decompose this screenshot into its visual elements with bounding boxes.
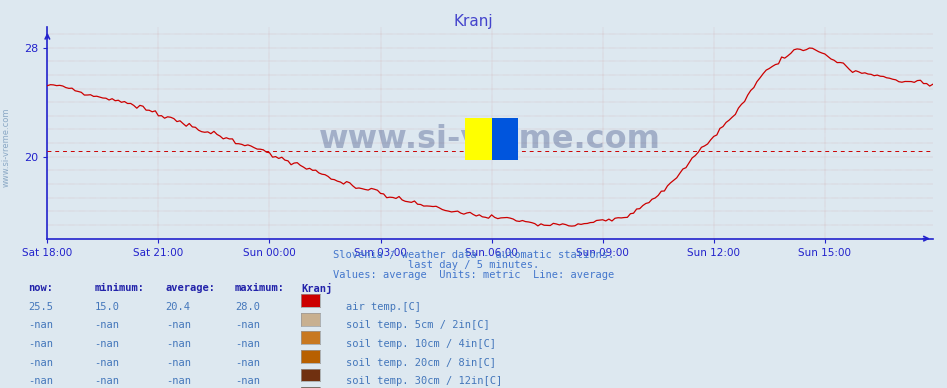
Text: www.si-vreme.com: www.si-vreme.com [319,124,661,155]
Text: soil temp. 5cm / 2in[C]: soil temp. 5cm / 2in[C] [346,320,490,331]
Text: maximum:: maximum: [235,283,285,293]
Text: -nan: -nan [166,339,190,349]
Text: www.si-vreme.com: www.si-vreme.com [2,108,11,187]
Bar [491,118,518,160]
Text: now:: now: [28,283,53,293]
Text: -nan: -nan [235,320,259,331]
Text: -nan: -nan [95,358,119,368]
Text: -nan: -nan [166,358,190,368]
Text: soil temp. 10cm / 4in[C]: soil temp. 10cm / 4in[C] [346,339,495,349]
Text: -nan: -nan [166,376,190,386]
Text: -nan: -nan [235,339,259,349]
Text: Values: average  Units: metric  Line: average: Values: average Units: metric Line: aver… [333,270,614,280]
Text: 28.0: 28.0 [235,302,259,312]
Text: 25.5: 25.5 [28,302,53,312]
Text: air temp.[C]: air temp.[C] [346,302,420,312]
Text: minimum:: minimum: [95,283,145,293]
Text: -nan: -nan [235,376,259,386]
Text: last day / 5 minutes.: last day / 5 minutes. [408,260,539,270]
Text: 15.0: 15.0 [95,302,119,312]
Text: -nan: -nan [95,320,119,331]
Text: soil temp. 20cm / 8in[C]: soil temp. 20cm / 8in[C] [346,358,495,368]
Text: soil temp. 30cm / 12in[C]: soil temp. 30cm / 12in[C] [346,376,502,386]
Text: Kranj: Kranj [454,14,493,29]
Text: -nan: -nan [28,376,53,386]
Text: -nan: -nan [28,320,53,331]
Text: average:: average: [166,283,216,293]
Bar [465,118,491,160]
Text: 20.4: 20.4 [166,302,190,312]
Text: -nan: -nan [166,320,190,331]
Text: -nan: -nan [95,376,119,386]
Text: Slovenia / weather data - automatic stations.: Slovenia / weather data - automatic stat… [333,250,614,260]
Text: -nan: -nan [28,339,53,349]
Text: Kranj: Kranj [301,283,332,294]
Text: -nan: -nan [235,358,259,368]
Text: -nan: -nan [95,339,119,349]
Text: -nan: -nan [28,358,53,368]
